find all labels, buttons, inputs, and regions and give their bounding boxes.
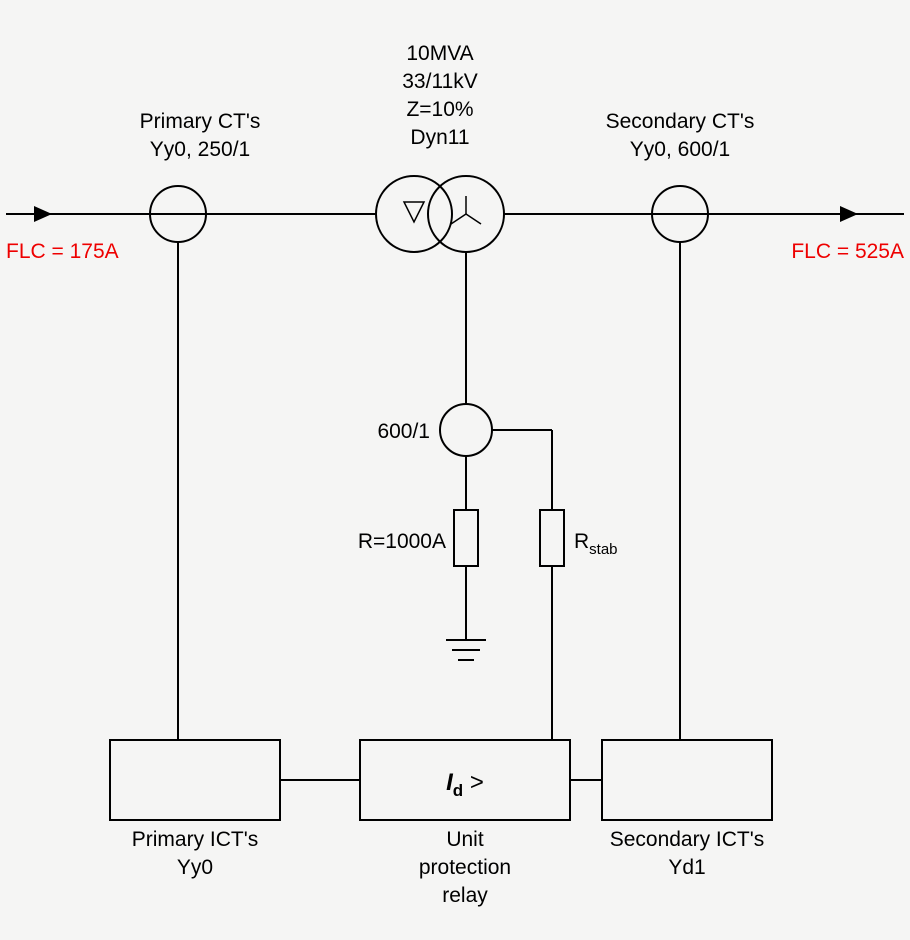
- xfmr-vector-group: Dyn11: [410, 126, 469, 149]
- relay-sub1: protection: [419, 856, 511, 879]
- arrow-in-icon: [34, 206, 52, 222]
- primary-ct-ratio: Yy0, 250/1: [150, 138, 250, 161]
- arrow-out-icon: [840, 206, 858, 222]
- xfmr-rating: 10MVA: [406, 42, 473, 65]
- xfmr-voltage: 33/11kV: [402, 70, 478, 93]
- ground-icon: [446, 640, 486, 660]
- secondary-ct-ratio: Yy0, 600/1: [630, 138, 730, 161]
- neutral-ct-ratio: 600/1: [377, 420, 430, 443]
- wye-icon: [451, 196, 481, 224]
- flc-primary-label: FLC = 175A: [6, 240, 119, 263]
- secondary-ict-box: [602, 740, 772, 820]
- secondary-ct-title: Secondary CT's: [606, 110, 755, 133]
- transformer-protection-diagram: 10MVA 33/11kV Z=10% Dyn11 Primary CT's Y…: [0, 0, 910, 940]
- rstab-symbol: [540, 510, 564, 566]
- xfmr-primary-winding: [376, 176, 452, 252]
- primary-ict-subtitle: Yy0: [177, 856, 213, 879]
- relay-sub2: relay: [442, 884, 488, 907]
- primary-ict-title: Primary ICT's: [132, 828, 259, 851]
- xfmr-impedance: Z=10%: [406, 98, 473, 121]
- relay-title: Unit: [446, 828, 484, 851]
- relay-symbol-text: Id >: [446, 769, 484, 800]
- rstab-label: Rstab: [574, 530, 618, 558]
- ngr-label: R=1000A: [358, 530, 446, 553]
- primary-ict-box: [110, 740, 280, 820]
- primary-ct-title: Primary CT's: [140, 110, 261, 133]
- secondary-ict-subtitle: Yd1: [668, 856, 705, 879]
- delta-icon: [404, 202, 424, 222]
- neutral-ct-symbol: [440, 404, 492, 456]
- ngr-symbol: [454, 510, 478, 566]
- secondary-ict-title: Secondary ICT's: [610, 828, 765, 851]
- flc-secondary-label: FLC = 525A: [791, 240, 904, 263]
